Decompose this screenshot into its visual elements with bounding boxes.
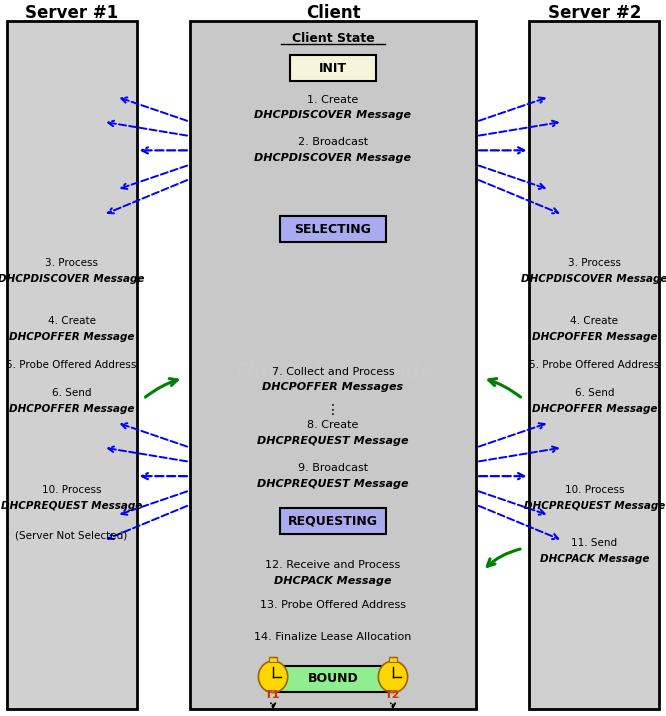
Text: 1. Create: 1. Create — [308, 95, 358, 105]
FancyBboxPatch shape — [389, 657, 397, 662]
Text: 10. Process: 10. Process — [565, 485, 624, 495]
Text: DHCPREQUEST Message: DHCPREQUEST Message — [1, 501, 143, 511]
Text: DHCPOFFER Message: DHCPOFFER Message — [531, 404, 657, 414]
Text: 4. Create: 4. Create — [47, 316, 96, 326]
Text: Client State: Client State — [292, 32, 374, 45]
Text: 8. Create: 8. Create — [307, 420, 359, 430]
Text: DHCPACK Message: DHCPACK Message — [274, 576, 392, 586]
Text: 6. Send: 6. Send — [575, 388, 614, 398]
Text: 9. Broadcast: 9. Broadcast — [298, 463, 368, 473]
Text: Server #2: Server #2 — [547, 4, 641, 22]
Text: DHCPDISCOVER Message: DHCPDISCOVER Message — [254, 153, 412, 163]
FancyBboxPatch shape — [529, 21, 659, 709]
Text: 7. Collect and Process: 7. Collect and Process — [272, 367, 394, 377]
Text: DHCPREQUEST Message: DHCPREQUEST Message — [257, 436, 409, 446]
Text: DHCPOFFER Message: DHCPOFFER Message — [9, 404, 135, 414]
Text: DHCPOFFER Message: DHCPOFFER Message — [531, 332, 657, 342]
Text: 3. Process: 3. Process — [568, 258, 621, 268]
Circle shape — [378, 661, 408, 692]
Text: DHCPREQUEST Message: DHCPREQUEST Message — [257, 479, 409, 489]
Text: The TCP/IP Guide: The TCP/IP Guide — [232, 362, 434, 383]
Text: T1: T1 — [265, 690, 281, 700]
Text: DHCPREQUEST Message: DHCPREQUEST Message — [523, 501, 665, 511]
Text: REQUESTING: REQUESTING — [288, 515, 378, 528]
FancyBboxPatch shape — [290, 55, 376, 81]
Text: 6. Send: 6. Send — [52, 388, 91, 398]
Text: SELECTING: SELECTING — [294, 223, 372, 236]
Text: 12. Receive and Process: 12. Receive and Process — [265, 560, 401, 570]
Text: DHCPACK Message: DHCPACK Message — [539, 554, 649, 564]
Text: 2. Broadcast: 2. Broadcast — [298, 137, 368, 147]
Text: 5. Probe Offered Address: 5. Probe Offered Address — [7, 360, 137, 370]
Text: DHCPDISCOVER Message: DHCPDISCOVER Message — [0, 274, 145, 284]
Text: DHCPDISCOVER Message: DHCPDISCOVER Message — [254, 110, 412, 120]
Text: 5. Probe Offered Address: 5. Probe Offered Address — [529, 360, 659, 370]
FancyBboxPatch shape — [280, 508, 386, 534]
FancyBboxPatch shape — [7, 21, 137, 709]
Text: Client: Client — [306, 4, 360, 22]
FancyBboxPatch shape — [274, 666, 391, 692]
Text: T2: T2 — [385, 690, 401, 700]
FancyBboxPatch shape — [269, 657, 277, 662]
Text: (Server Not Selected): (Server Not Selected) — [15, 531, 128, 541]
Text: BOUND: BOUND — [308, 672, 358, 685]
Text: 3. Process: 3. Process — [45, 258, 98, 268]
FancyBboxPatch shape — [190, 21, 476, 709]
FancyBboxPatch shape — [280, 216, 386, 242]
Text: Server #1: Server #1 — [25, 4, 119, 22]
Text: INIT: INIT — [319, 62, 347, 74]
Text: DHCPDISCOVER Message: DHCPDISCOVER Message — [521, 274, 666, 284]
Text: 11. Send: 11. Send — [571, 538, 617, 548]
Circle shape — [258, 661, 288, 692]
Text: 10. Process: 10. Process — [42, 485, 101, 495]
Text: DHCPOFFER Messages: DHCPOFFER Messages — [262, 382, 404, 392]
Text: DHCPOFFER Message: DHCPOFFER Message — [9, 332, 135, 342]
Text: 14. Finalize Lease Allocation: 14. Finalize Lease Allocation — [254, 632, 412, 642]
Text: ⋮: ⋮ — [326, 402, 340, 417]
Text: 4. Create: 4. Create — [570, 316, 619, 326]
Text: 13. Probe Offered Address: 13. Probe Offered Address — [260, 600, 406, 610]
